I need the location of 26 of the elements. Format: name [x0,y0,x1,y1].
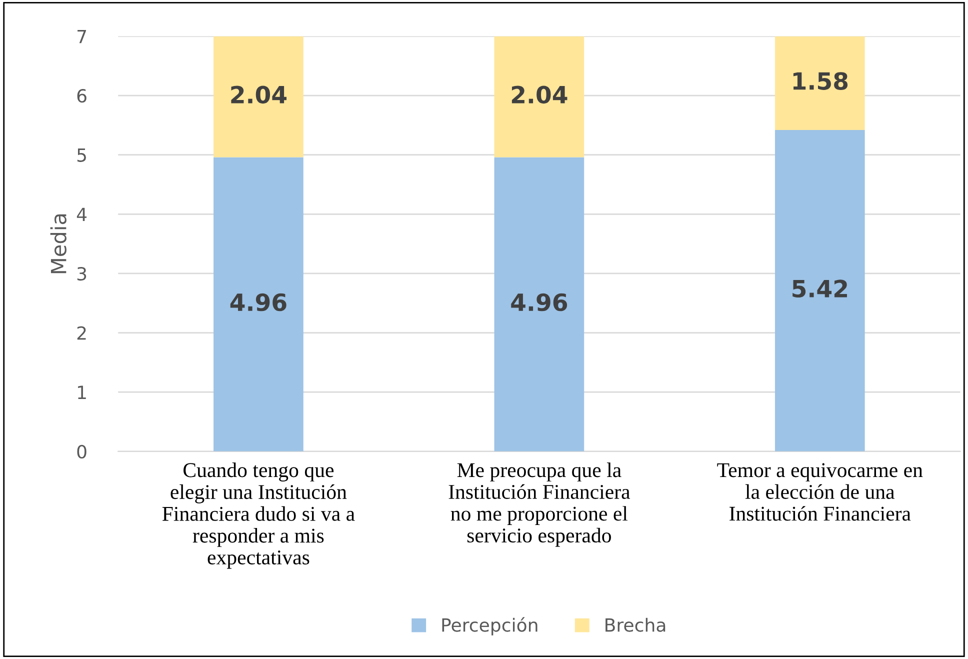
data-label: 4.96 [511,293,568,312]
data-label: 2.04 [512,86,568,104]
y-tick-label: 3 [77,266,86,281]
y-tick-label: 1 [78,386,86,399]
x-tick-label: Me preocupa que la Institución Financiera no me proporcione el servicio esperado [448,462,630,547]
y-axis-title: Media [50,214,66,274]
data-label: 4.96 [230,293,286,312]
x-tick-label: Cuando tengo que elegir una Institución Financiera dudo si va a responder a mis expectativas [162,462,355,569]
y-tick-label: 5 [77,148,86,162]
y-tick-label: 4 [76,208,87,222]
bar [494,36,584,158]
bar [774,36,865,130]
y-tick-label: 7 [78,30,86,44]
y-tick-label: 0 [77,444,86,459]
data-label: 1.58 [793,72,848,90]
bar [214,36,304,158]
y-tick-label: 6 [77,89,86,103]
y-tick-label: 2 [77,326,86,340]
bar [494,157,584,452]
x-tick-label: Temor a equivocarme en la elección de una Institución Financiera [717,463,923,521]
data-label: 5.42 [792,280,847,298]
bar [214,157,304,452]
legend-label: Percepción [442,617,538,636]
data-label: 2.04 [231,86,286,104]
legend-label: Brecha [606,618,666,632]
bar [774,130,865,452]
